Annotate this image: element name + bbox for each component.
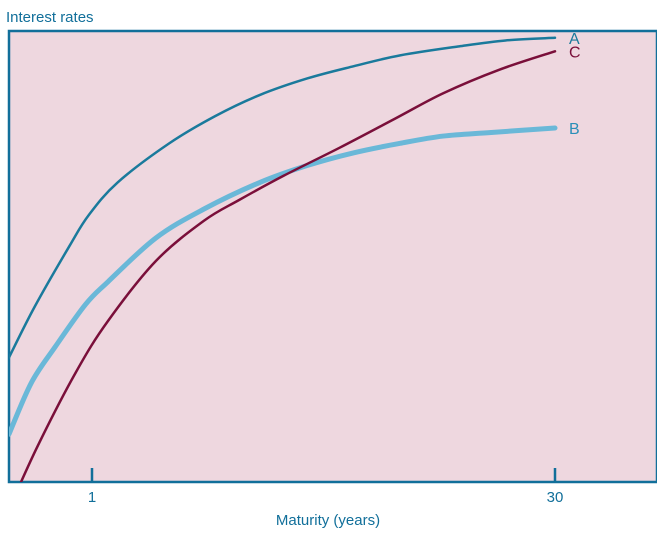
x-ticks: 1 30 xyxy=(88,468,564,506)
series-line-c xyxy=(19,50,557,482)
series-label-a: A xyxy=(569,31,580,48)
plot-area xyxy=(7,29,657,484)
series-label-b: B xyxy=(569,121,580,138)
series-label-c: C xyxy=(569,44,581,61)
x-tick-label-30: 30 xyxy=(547,489,564,506)
series-line-a xyxy=(9,36,557,359)
x-axis-label: Maturity (years) xyxy=(276,512,380,529)
y-axis-label: Interest rates xyxy=(6,9,94,26)
x-tick-label-1: 1 xyxy=(88,489,96,506)
series-line-b xyxy=(9,125,558,437)
series-lines xyxy=(9,36,558,482)
series-labels: A B C xyxy=(569,31,581,138)
